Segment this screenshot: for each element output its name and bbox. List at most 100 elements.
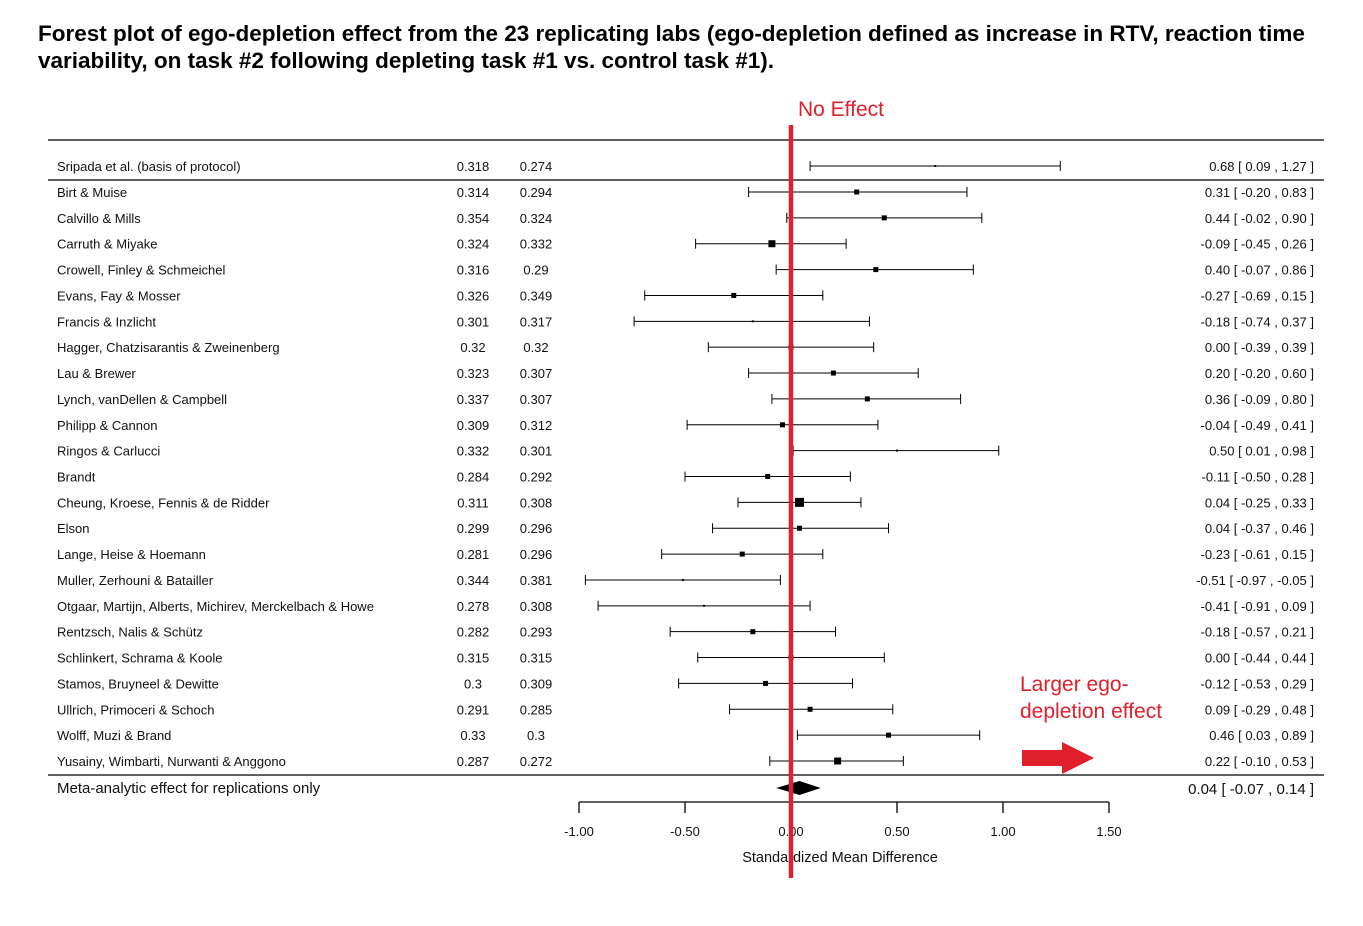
point-estimate-marker [763, 680, 769, 686]
study-col2-value: 0.317 [520, 314, 553, 329]
ci-text: -0.23 [ -0.61 , 0.15 ] [1201, 547, 1314, 562]
study-col2-value: 0.312 [520, 418, 553, 433]
study-col1-value: 0.337 [457, 392, 490, 407]
study-row: Brandt 0.284 0.292 -0.11 [ -0.50 , 0.28 ] [57, 470, 1314, 485]
study-label: Hagger, Chatzisarantis & Zweinenberg [57, 340, 280, 355]
point-estimate-marker [731, 292, 737, 298]
study-col2-value: 0.296 [520, 547, 553, 562]
point-estimate-marker [751, 320, 754, 323]
study-label: Muller, Zerhouni & Batailler [57, 573, 214, 588]
x-tick-label: 1.00 [990, 824, 1015, 839]
ci-text: 0.36 [ -0.09 , 0.80 ] [1205, 392, 1314, 407]
point-estimate-marker [873, 267, 879, 273]
ci-text: -0.18 [ -0.74 , 0.37 ] [1201, 314, 1314, 329]
study-col1-value: 0.281 [457, 547, 490, 562]
figure-title: Forest plot of ego-depletion effect from… [38, 20, 1338, 74]
study-col2-value: 0.3 [527, 728, 545, 743]
study-col1-value: 0.309 [457, 418, 490, 433]
study-col2-value: 0.315 [520, 651, 553, 666]
study-col1-value: 0.278 [457, 599, 490, 614]
study-col1-value: 0.315 [457, 651, 490, 666]
larger-effect-label-line-2: depletion effect [1020, 700, 1162, 723]
study-row: Otgaar, Martijn, Alberts, Michirev, Merc… [57, 599, 1314, 614]
ci-text: 0.04 [ -0.25 , 0.33 ] [1205, 495, 1314, 510]
study-row: Muller, Zerhouni & Batailler 0.344 0.381 -0… [57, 573, 1314, 588]
original-study-row: Sripada et al. (basis of protocol) 0.318 0… [57, 159, 1314, 174]
summary-diamond [776, 781, 821, 795]
summary-ci-text: 0.04 [ -0.07 , 0.14 ] [1188, 781, 1314, 798]
study-col2-value: 0.294 [520, 185, 553, 200]
study-label: Philipp & Cannon [57, 418, 157, 433]
study-label: Cheung, Kroese, Fennis & de Ridder [57, 495, 270, 510]
ci-text: -0.09 [ -0.45 , 0.26 ] [1201, 237, 1314, 252]
point-estimate-marker [807, 706, 813, 712]
point-estimate-marker [765, 474, 771, 479]
no-effect-label: No Effect [798, 98, 884, 121]
study-label: Yusainy, Wimbarti, Nurwanti & Anggono [57, 754, 286, 769]
study-label: Sripada et al. (basis of protocol) [57, 159, 241, 174]
larger-effect-arrow [1022, 742, 1094, 774]
point-estimate-marker [739, 551, 745, 557]
study-col1-value: 0.326 [457, 288, 490, 303]
study-col1-value: 0.284 [457, 470, 490, 485]
study-col1-value: 0.344 [457, 573, 490, 588]
study-label: Evans, Fay & Mosser [57, 288, 181, 303]
point-estimate-marker [886, 732, 892, 738]
study-col1-value: 0.291 [457, 702, 490, 717]
study-row: Yusainy, Wimbarti, Nurwanti & Anggono 0.2… [57, 754, 1314, 769]
study-row: Schlinkert, Schrama & Koole 0.315 0.315 0.0… [57, 651, 1314, 666]
ci-text: 0.46 [ 0.03 , 0.89 ] [1209, 728, 1314, 743]
ci-text: -0.41 [ -0.91 , 0.09 ] [1201, 599, 1314, 614]
ci-text: -0.27 [ -0.69 , 0.15 ] [1201, 288, 1314, 303]
study-col1-value: 0.354 [457, 211, 490, 226]
study-col1-value: 0.314 [457, 185, 490, 200]
study-row: Calvillo & Mills 0.354 0.324 0.44 [ -0.02 ,… [57, 211, 1314, 226]
study-row: Lau & Brewer 0.323 0.307 0.20 [ -0.20 , 0.6… [57, 366, 1314, 381]
study-row: Cheung, Kroese, Fennis & de Ridder 0.311 0… [57, 495, 1314, 510]
study-label: Carruth & Miyake [57, 237, 157, 252]
study-col1-value: 0.301 [457, 314, 490, 329]
figure-title-line-1: Forest plot of ego-depletion effect from… [38, 21, 1305, 46]
study-col1-value: 0.311 [457, 495, 489, 510]
point-estimate-marker [703, 604, 706, 607]
study-label: Schlinkert, Schrama & Koole [57, 651, 222, 666]
ci-text: -0.04 [ -0.49 , 0.41 ] [1201, 418, 1314, 433]
ci-text: 0.31 [ -0.20 , 0.83 ] [1205, 185, 1314, 200]
study-col2-value: 0.29 [523, 263, 548, 278]
study-col1-value: 0.287 [457, 754, 490, 769]
larger-effect-label: Larger ego- depletion effect [1020, 673, 1162, 723]
study-col2-value: 0.332 [520, 237, 553, 252]
study-label: Ullrich, Primoceri & Schoch [57, 702, 215, 717]
study-col2-value: 0.296 [520, 521, 553, 536]
study-col2-value: 0.307 [520, 366, 553, 381]
study-col2-value: 0.324 [520, 211, 553, 226]
study-col2-value: 0.349 [520, 288, 553, 303]
summary-label: Meta-analytic effect for replications on… [57, 780, 321, 797]
ci-text: -0.12 [ -0.53 , 0.29 ] [1201, 676, 1314, 691]
study-row: Lynch, vanDellen & Campbell 0.337 0.307 0.3… [57, 392, 1314, 407]
figure-title-line-2: variability, on task #2 following deplet… [38, 48, 775, 73]
study-col2-value: 0.308 [520, 495, 553, 510]
ci-text: 0.22 [ -0.10 , 0.53 ] [1205, 754, 1314, 769]
study-label: Crowell, Finley & Schmeichel [57, 263, 225, 278]
study-col1-value: 0.332 [457, 444, 490, 459]
summary-row: Meta-analytic effect for replications on… [57, 780, 1314, 798]
study-row: Ringos & Carlucci 0.332 0.301 0.50 [ 0.01 ,… [57, 444, 1314, 459]
study-col2-value: 0.293 [520, 625, 553, 640]
ci-text: 0.20 [ -0.20 , 0.60 ] [1205, 366, 1314, 381]
point-estimate-marker [834, 757, 842, 765]
study-label: Francis & Inzlicht [57, 314, 156, 329]
study-label: Wolff, Muzi & Brand [57, 728, 171, 743]
study-label: Brandt [57, 470, 96, 485]
study-col2-value: 0.285 [520, 702, 553, 717]
study-rows: Sripada et al. (basis of protocol) 0.318 0… [57, 159, 1314, 769]
study-col1-value: 0.318 [457, 159, 490, 174]
study-row: Ullrich, Primoceri & Schoch 0.291 0.285 0.0… [57, 702, 1314, 717]
study-row: Philipp & Cannon 0.309 0.312 -0.04 [ -0.49 … [57, 418, 1314, 433]
study-col2-value: 0.272 [520, 754, 553, 769]
x-tick-label: -1.00 [564, 824, 594, 839]
study-label: Elson [57, 521, 90, 536]
study-label: Otgaar, Martijn, Alberts, Michirev, Merc… [57, 599, 374, 614]
point-estimate-marker [864, 396, 870, 402]
study-col2-value: 0.307 [520, 392, 553, 407]
